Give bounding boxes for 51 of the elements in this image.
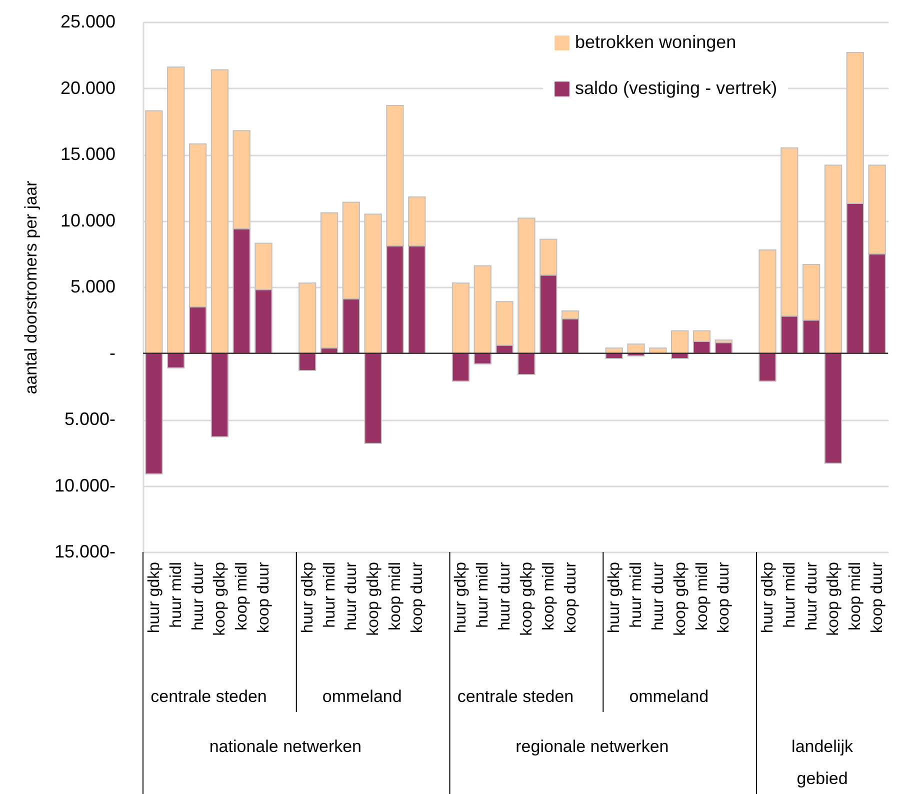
x-tick-label: huur duur	[803, 561, 820, 630]
y-tick-label: 10.000-	[54, 475, 116, 496]
x-tick-label: huur midl	[781, 562, 798, 628]
x-tick-label: huur midl	[628, 562, 646, 628]
x-tick-label: koop gdkp	[365, 562, 382, 636]
x-tick-label: huur gdkp	[759, 562, 776, 634]
x-tick-label: huur duur	[650, 561, 667, 630]
y-tick-label: 10.000	[60, 210, 116, 230]
y-tick-label: 15.000	[60, 144, 116, 164]
x-tick-label: huur midl	[321, 562, 338, 628]
x-tick-label: koop midl	[847, 562, 864, 630]
text: nationale netwerken	[209, 737, 362, 756]
text: centrale steden	[150, 687, 267, 706]
legend-label: betrokken woningen	[575, 32, 736, 52]
legend-label: saldo (vestiging - vertrek)	[575, 78, 778, 98]
x-tick-label: huur midl	[474, 562, 492, 628]
text: landelijk gebied	[792, 737, 854, 788]
x-tick-label: koop duur	[869, 561, 886, 634]
x-tick-label: koop gdkp	[825, 562, 842, 636]
text: regionale netwerken	[516, 737, 669, 756]
x-tick-label: koop gdkp	[212, 562, 229, 636]
text: centrale steden	[457, 687, 574, 706]
x-tick-label: koop duur	[716, 561, 733, 634]
x-tick-label: huur duur	[496, 561, 514, 630]
text: ommeland	[629, 687, 709, 706]
x-tick-label: koop midl	[694, 562, 711, 630]
y-tick-label: 20.000	[60, 78, 116, 98]
y-tick-label: 5.000	[70, 276, 116, 296]
y-tick-label: 25.000	[60, 12, 116, 32]
text: ommeland	[322, 687, 402, 706]
x-tick-label: huur duur	[190, 561, 207, 630]
x-tick-label: koop gdkp	[518, 562, 536, 636]
x-tick-label: koop duur	[562, 561, 580, 634]
x-tick-label: koop midl	[540, 562, 558, 630]
x-tick-label: huur gdkp	[146, 562, 163, 634]
x-tick-label: koop midl	[386, 562, 404, 630]
y-tick-label: -	[110, 342, 116, 363]
y-tick-label: 5.000-	[64, 409, 116, 429]
x-tick-label: koop midl	[234, 562, 251, 630]
bar	[627, 343, 645, 354]
x-tick-label: huur duur	[343, 561, 360, 630]
x-tick-label: koop duur	[408, 561, 426, 634]
y-tick-label: 15.000-	[54, 542, 116, 562]
x-tick-label: huur midl	[168, 562, 185, 628]
x-tick-label: koop duur	[256, 561, 273, 634]
x-tick-label: koop gdkp	[672, 562, 689, 636]
y-axis-title: aantal doorstromers per jaar	[21, 180, 40, 394]
x-tick-label: huur gdkp	[452, 562, 470, 634]
x-tick-label: huur gdkp	[299, 562, 316, 634]
x-tick-label: huur gdkp	[606, 562, 624, 634]
bar	[649, 347, 667, 354]
